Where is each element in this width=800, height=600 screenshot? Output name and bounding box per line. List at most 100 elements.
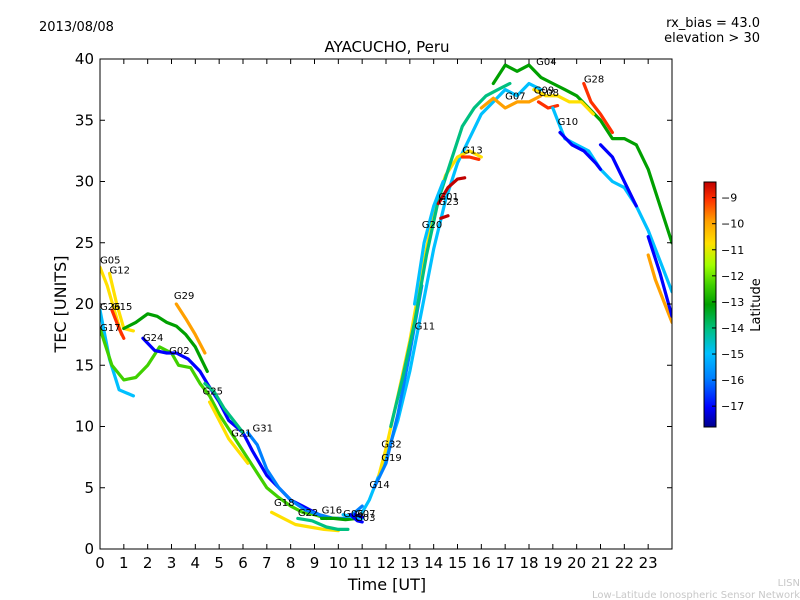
sat-label-g03: G03 bbox=[355, 513, 375, 524]
x-tick-label-12: 12 bbox=[376, 554, 395, 572]
series-g30-33 bbox=[646, 253, 672, 324]
sat-label-g22: G22 bbox=[298, 508, 318, 519]
sat-label-g26: G26 bbox=[100, 302, 120, 313]
series-g25-8 bbox=[203, 382, 245, 435]
x-tick-label-14: 14 bbox=[424, 554, 443, 572]
colorbar-tick-label-17: −17 bbox=[721, 400, 744, 413]
series-g08-28 bbox=[536, 100, 560, 110]
y-tick-label-10: 10 bbox=[75, 418, 94, 436]
colorbar-tick-label-10: −10 bbox=[721, 218, 744, 231]
x-tick-label-8: 8 bbox=[286, 554, 296, 572]
colorbar-tick-label-11: −11 bbox=[721, 244, 744, 257]
x-tick-label-3: 3 bbox=[167, 554, 177, 572]
colorbar-tick-label-12: −12 bbox=[721, 270, 744, 283]
x-tick-label-18: 18 bbox=[519, 554, 538, 572]
x-tick-label-4: 4 bbox=[191, 554, 201, 572]
series-g15-3 bbox=[110, 308, 126, 340]
sat-label-g04: G04 bbox=[536, 57, 556, 68]
x-tick-label-10: 10 bbox=[329, 554, 348, 572]
colorbar-tick-label-15: −15 bbox=[721, 348, 744, 361]
sat-label-g11: G11 bbox=[415, 322, 435, 333]
colorbar-label: Latitude bbox=[749, 278, 764, 332]
sat-label-g15: G15 bbox=[112, 302, 132, 313]
x-tick-label-19: 19 bbox=[543, 554, 562, 572]
sat-label-g14: G14 bbox=[369, 480, 389, 491]
sat-label-g13: G13 bbox=[462, 145, 482, 156]
sat-label-g05: G05 bbox=[100, 256, 120, 267]
sat-label-g07: G07 bbox=[505, 91, 525, 102]
colorbar bbox=[703, 181, 717, 428]
axis-ticks: 0 1 2 3 4 5 6 7 8 9 10 11 12 13 14 15 16 17 18 19 20 21 22 2305… bbox=[75, 50, 672, 572]
sat-label-g21: G21 bbox=[231, 428, 251, 439]
colorbar-tick-label-13: −13 bbox=[721, 296, 744, 309]
sat-label-g08: G08 bbox=[539, 88, 559, 99]
series-layer bbox=[100, 63, 672, 533]
x-tick-label-13: 13 bbox=[400, 554, 419, 572]
series-g30b-34 bbox=[646, 235, 672, 318]
x-tick-label-22: 22 bbox=[615, 554, 634, 572]
series-g07b-25 bbox=[479, 94, 543, 110]
series-g20-21 bbox=[413, 179, 445, 306]
series-g22-12 bbox=[296, 516, 350, 532]
sat-label-g29: G29 bbox=[174, 291, 194, 302]
x-tick-label-11: 11 bbox=[353, 554, 372, 572]
series-g23-23 bbox=[439, 214, 450, 220]
series-g17-4 bbox=[100, 326, 340, 521]
sat-label-g28: G28 bbox=[584, 74, 604, 85]
series-g27-32 bbox=[598, 143, 638, 208]
y-tick-label-15: 15 bbox=[75, 356, 94, 374]
footer-org-short: LISN bbox=[778, 578, 800, 589]
rx-bias-label: rx_bias = 43.0 bbox=[666, 16, 760, 31]
series-g24-5 bbox=[122, 312, 209, 373]
y-tick-label-5: 5 bbox=[84, 479, 94, 497]
x-tick-label-1: 1 bbox=[119, 554, 129, 572]
series-g16-13 bbox=[320, 516, 359, 522]
y-axis-label: TEC [UNITS] bbox=[51, 256, 70, 354]
date-label: 2013/08/08 bbox=[39, 20, 114, 35]
y-tick-label-30: 30 bbox=[75, 173, 94, 191]
x-tick-label-23: 23 bbox=[639, 554, 658, 572]
series-g13-24 bbox=[460, 155, 481, 161]
sat-label-g01: G01 bbox=[438, 192, 458, 203]
series-g10b-31 bbox=[558, 130, 603, 171]
x-tick-label-21: 21 bbox=[591, 554, 610, 572]
series-g09-27 bbox=[532, 87, 595, 116]
sat-label-g25: G25 bbox=[202, 387, 222, 398]
x-tick-label-16: 16 bbox=[472, 554, 491, 572]
x-tick-label-7: 7 bbox=[262, 554, 272, 572]
sat-label-g32: G32 bbox=[381, 439, 401, 450]
sat-label-g16: G16 bbox=[322, 505, 342, 516]
series-g21-9 bbox=[208, 400, 250, 465]
x-tick-label-5: 5 bbox=[214, 554, 224, 572]
y-tick-label-25: 25 bbox=[75, 234, 94, 252]
sat-label-g02: G02 bbox=[169, 346, 189, 357]
series-g10-30 bbox=[551, 106, 672, 294]
sat-label-g12: G12 bbox=[110, 265, 130, 276]
x-tick-label-15: 15 bbox=[448, 554, 467, 572]
series-g29-6 bbox=[174, 302, 207, 355]
chart-title: AYACUCHO, Peru bbox=[324, 38, 449, 56]
colorbar-ticks: −9 −10 −11 −12 −13 −14 −15 −16 −17 bbox=[712, 192, 744, 413]
colorbar-tick-label-16: −16 bbox=[721, 374, 744, 387]
sat-label-g09: G09 bbox=[534, 85, 554, 96]
series-g18-11 bbox=[270, 510, 340, 533]
x-tick-label-17: 17 bbox=[496, 554, 515, 572]
sat-label-g10: G10 bbox=[558, 117, 578, 128]
y-tick-label-40: 40 bbox=[75, 50, 94, 68]
sat-label-g23: G23 bbox=[438, 197, 458, 208]
y-tick-label-0: 0 bbox=[84, 540, 94, 558]
series-g01-22 bbox=[436, 176, 467, 206]
series-g28-29 bbox=[582, 81, 615, 135]
x-axis-label: Time [UT] bbox=[347, 575, 426, 594]
sat-label-g31: G31 bbox=[253, 423, 273, 434]
sat-label-g07: G07 bbox=[355, 509, 375, 520]
footer-org-long: Low-Latitude Ionospheric Sensor Network bbox=[592, 590, 800, 600]
x-tick-label-20: 20 bbox=[567, 554, 586, 572]
series-g26-2 bbox=[100, 308, 135, 398]
series-g12-1 bbox=[107, 271, 135, 333]
x-tick-label-2: 2 bbox=[143, 554, 153, 572]
series-g03-16 bbox=[348, 513, 364, 524]
sat-label-g19: G19 bbox=[381, 453, 401, 464]
